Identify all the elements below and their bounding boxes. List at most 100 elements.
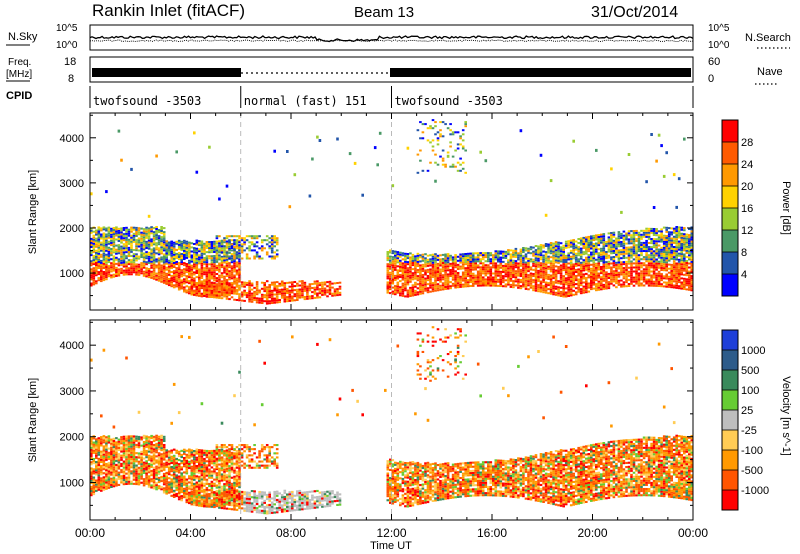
heatmap-cell [147,233,151,236]
heatmap-cell [230,243,234,246]
heatmap-cell [286,281,289,284]
heatmap-cell [92,230,96,233]
heatmap-cell [542,281,545,283]
heatmap-cell [376,163,379,167]
heatmap-cell [612,266,616,269]
heatmap-cell [205,259,209,262]
heatmap-cell [690,260,694,263]
heatmap-cell [177,270,181,273]
heatmap-cell [680,285,683,288]
heatmap-cell [587,274,591,277]
heatmap-cell [193,277,196,280]
heatmap-cell [132,257,136,260]
heatmap-cell [215,247,219,250]
heatmap-cell [117,483,121,486]
heatmap-cell [657,264,661,267]
heatmap-cell [145,253,148,256]
heatmap-cell [637,256,641,259]
heatmap-cell [522,275,525,278]
heatmap-cell [564,265,568,268]
heatmap-cell [218,256,221,259]
heatmap-cell [665,283,668,286]
heatmap-cell [386,265,390,268]
heatmap-cell [165,248,168,251]
heatmap-cell [431,127,435,130]
heatmap-cell [399,276,402,278]
heatmap-cell [582,275,586,278]
heatmap-cell [542,246,545,249]
heatmap-cell [512,280,515,283]
heatmap-cell [225,270,229,273]
heatmap-cell [175,283,178,286]
heatmap-cell [416,254,420,257]
heatmap-cell [125,273,128,276]
heatmap-cell [195,251,199,254]
heatmap-cell [557,253,560,256]
heatmap-cell [612,233,616,236]
heatmap-cell [690,287,694,290]
heatmap-cell [386,257,390,260]
heatmap-cell [175,267,178,270]
heatmap-cell [424,279,427,282]
heatmap-cell [394,256,397,259]
heatmap-cell [205,273,209,276]
heatmap-cell [132,232,136,235]
heatmap-cell [90,444,93,447]
heatmap-cell [456,280,460,283]
heatmap-cell [519,281,523,284]
heatmap-cell [132,474,136,477]
heatmap-cell [647,280,651,283]
heatmap-cell [527,274,530,277]
heatmap-cell [125,456,128,459]
heatmap-cell [188,259,191,262]
heatmap-cell [449,287,452,290]
heatmap-cell [399,270,402,272]
heatmap-cell [102,242,106,245]
heatmap-cell [481,252,485,255]
heatmap-cell [210,251,214,254]
heatmap-cell [640,241,643,244]
heatmap-cell [532,264,535,267]
heatmap-cell [562,259,565,261]
heatmap-cell [188,249,191,252]
heatmap-cell [323,283,327,286]
heatmap-cell [688,256,691,259]
heatmap-cell [185,256,189,259]
heatmap-cell [190,272,194,275]
heatmap-cell [308,289,312,292]
heatmap-cell [235,251,239,254]
heatmap-cell [122,269,126,272]
heatmap-cell [569,270,573,272]
heatmap-cell [396,253,400,256]
heatmap-cell [177,274,181,277]
heatmap-cell [569,278,573,281]
heatmap-cell [215,269,219,271]
heatmap-cell [92,271,96,274]
heatmap-cell [308,297,312,300]
heatmap-cell [215,294,219,297]
heatmap-cell [117,438,121,441]
heatmap-cell [479,266,482,269]
heatmap-cell [195,290,199,293]
heatmap-cell [386,283,390,286]
heatmap-cell [273,285,276,288]
heatmap-cell [160,230,163,232]
heatmap-cell [235,290,239,293]
heatmap-cell [157,247,161,250]
heatmap-cell [411,284,415,287]
heatmap-cell [130,447,133,450]
heatmap-cell [524,263,528,266]
heatmap-cell [253,297,256,299]
heatmap-cell [288,295,292,298]
heatmap-cell [690,242,694,245]
heatmap-cell [185,279,189,282]
heatmap-cell [690,258,694,261]
heatmap-cell [150,242,153,245]
heatmap-cell [537,247,540,250]
heatmap-cell [177,284,181,287]
heatmap-cell [585,250,588,253]
heatmap-cell [434,287,437,290]
heatmap-cell [549,244,553,247]
heatmap-cell [660,144,663,148]
heatmap-cell [524,253,528,256]
